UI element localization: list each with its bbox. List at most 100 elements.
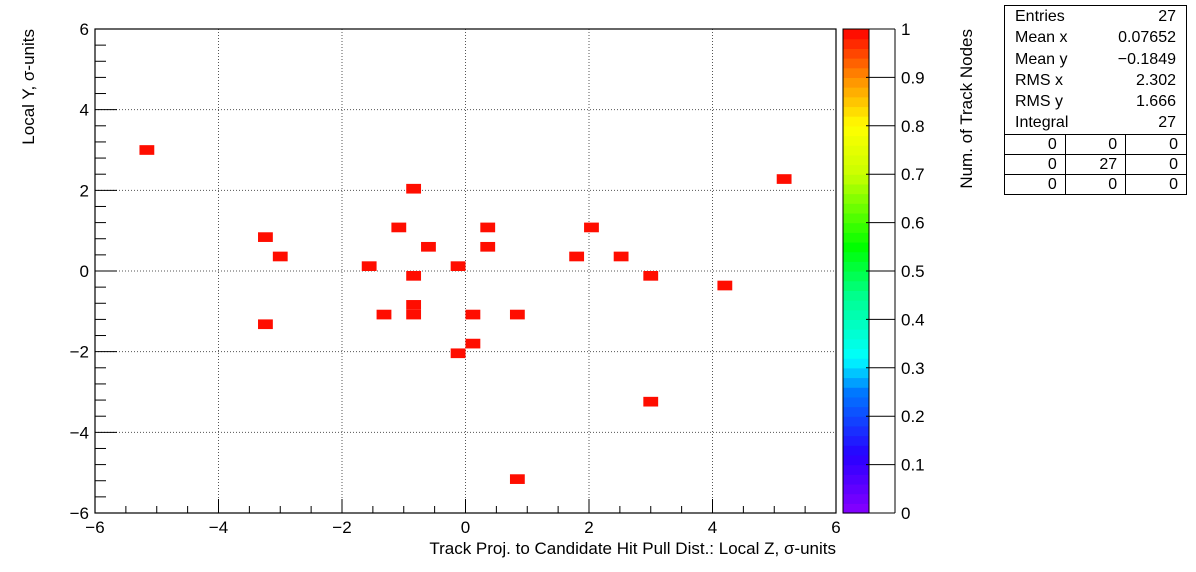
stats-value: 0.07652 [1118,29,1176,47]
palette-band [843,87,869,98]
stats-integral-row: Integral 27 [1005,112,1186,133]
heatmap-bin [480,241,496,252]
heatmap-bin [480,222,496,233]
stats-value: 2.302 [1135,71,1176,89]
heatmap-bin [509,474,525,484]
x-axis-label: Track Proj. to Candidate Hit Pull Dist.:… [429,539,836,558]
palette-band [843,387,869,398]
stats-grid-row: 0 0 0 [1005,173,1186,194]
palette-tick-label: 0.6 [901,214,925,233]
heatmap-bin [450,348,466,359]
stats-value: 27 [1158,8,1176,25]
stats-label: RMS x [1015,71,1063,89]
heatmap-bin [406,183,422,194]
palette-band [843,67,869,78]
stats-grid-cell: 0 [1064,173,1126,194]
palette-band [843,435,869,446]
palette-band [843,38,869,49]
heatmap-bin [643,271,659,281]
heatmap-bin [406,309,422,320]
stats-overflow-grid: 0 0 0 0 27 0 0 0 0 [1005,133,1186,194]
palette-band [843,106,869,117]
palette-band [843,338,869,350]
palette-band [843,280,869,291]
palette-band [843,445,869,456]
x-tick-label: 2 [584,518,593,537]
heatmap-bin [465,338,481,349]
y-tick-label: 4 [80,101,89,120]
palette-band [843,241,869,253]
stats-value: 1.666 [1135,93,1176,111]
heatmap-bin [391,222,407,233]
palette-band [843,145,869,156]
heatmap-bin [569,251,585,262]
palette-band [843,329,869,340]
palette-band [843,271,869,282]
heatmap-bin [613,251,629,262]
palette-band [843,116,869,127]
stats-label: Entries [1015,8,1065,25]
palette-tick-label: 0.9 [901,68,925,87]
heatmap-bin [258,232,273,242]
palette-band [843,406,869,417]
y-tick-label: −2 [70,343,89,362]
heatmap-bin [450,261,466,271]
palette-band [843,319,869,330]
heatmap-bin [421,241,436,252]
palette-band [843,96,869,108]
palette-band [843,454,869,466]
y-tick-label: −4 [70,423,89,442]
heatmap-bin [361,261,377,271]
palette-band [843,261,869,272]
palette-band [843,358,869,369]
palette-tick-label: 0.4 [901,310,925,329]
palette-band [843,251,869,262]
stats-grid-cell: 27 [1064,153,1126,175]
stats-value: −0.1849 [1117,50,1176,68]
stats-entries-row: Entries 27 [1005,6,1186,27]
stats-value: 27 [1158,114,1176,132]
palette-band [843,493,869,504]
stats-meany-row: Mean y −0.1849 [1005,49,1186,70]
palette-band [843,464,869,475]
palette-band [843,174,869,185]
stats-grid-cell: 0 [1125,133,1186,155]
stats-box: Entries 27 Mean x 0.07652 Mean y −0.1849 RM… [1004,5,1187,195]
stats-grid-row: 0 0 0 [1005,133,1186,155]
palette-band [843,212,869,224]
palette-tick-label: 0.2 [901,407,925,426]
palette-band [843,232,869,243]
stats-grid-cell: 0 [1064,133,1126,155]
palette-band [843,193,869,204]
heatmap-bin [376,309,392,320]
palette-tick-label: 0.1 [901,456,925,475]
palette-tick-label: 1 [901,20,910,39]
x-tick-label: 0 [461,518,470,537]
heatmap-bin [643,396,659,407]
palette-band [843,483,869,495]
heatmap-bin [584,222,599,233]
y-tick-label: 6 [80,20,89,39]
stats-grid-cell: 0 [1125,173,1186,194]
stats-grid-cell: 0 [1005,173,1066,194]
stats-meanx-row: Mean x 0.07652 [1005,27,1186,48]
palette-band [843,290,869,301]
z-axis-label: Num. of Track Nodes [957,29,976,189]
palette-tick-label: 0 [901,504,910,523]
palette-band [843,222,869,233]
x-tick-label: 6 [831,518,840,537]
palette-band [843,300,869,311]
palette-band [843,48,869,59]
palette-tick-label: 0.3 [901,359,925,378]
palette-band [843,154,869,166]
x-tick-label: −4 [209,518,228,537]
palette-band [843,348,869,359]
palette-band [843,503,869,514]
palette-tick-label: 0.5 [901,262,925,281]
heatmap-bin [776,174,792,184]
heatmap-bin [406,300,422,310]
x-tick-label: −6 [85,518,104,537]
palette-band [843,425,869,437]
